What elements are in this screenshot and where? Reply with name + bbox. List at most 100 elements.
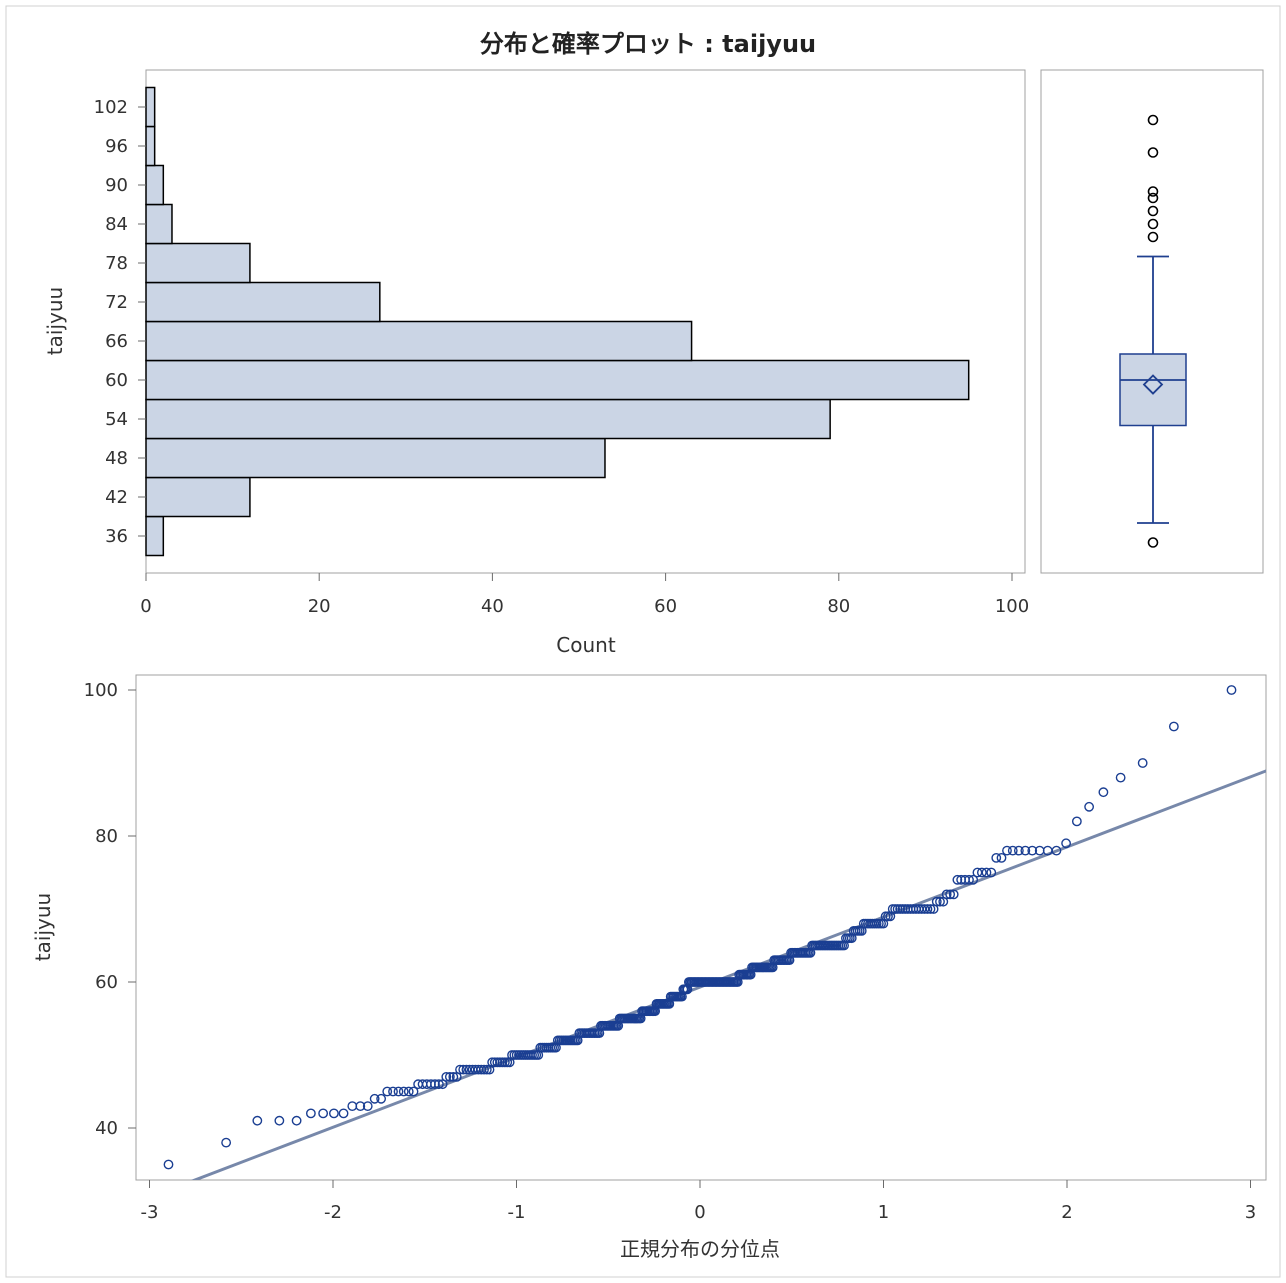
qq-point — [1007, 845, 1018, 856]
histogram-bar — [145, 86, 156, 128]
qq-point — [922, 904, 933, 914]
qq-point — [433, 1079, 444, 1090]
y-tick-label: 66 — [105, 331, 128, 352]
qq-point — [925, 904, 936, 914]
histogram-bar — [145, 164, 165, 206]
qq-point — [1168, 721, 1179, 732]
x-tick-label: 0 — [694, 1202, 705, 1223]
qq-point — [952, 874, 963, 885]
qq-point — [1115, 772, 1126, 783]
outlier-point — [1147, 147, 1159, 158]
outlier-point — [1147, 231, 1159, 243]
y-tick-label: 60 — [105, 370, 128, 391]
iqr-box — [1119, 353, 1187, 427]
qq-point — [1098, 787, 1109, 798]
qq-point — [458, 1064, 469, 1075]
qq-point — [964, 874, 974, 885]
qq-point — [935, 896, 945, 907]
histogram-bar — [145, 125, 156, 167]
histogram-bar — [145, 242, 251, 284]
qq-point — [968, 874, 979, 885]
qq-point — [318, 1108, 329, 1119]
qq-point — [369, 1093, 380, 1104]
y-tick-label: 42 — [105, 487, 128, 508]
outlier-point — [1147, 218, 1159, 230]
outlier-point — [1147, 114, 1159, 126]
qq-point — [403, 1086, 414, 1097]
x-tick-label: -1 — [508, 1202, 526, 1223]
y-tick-label: 72 — [105, 292, 128, 313]
y-tick-label: 102 — [94, 97, 128, 118]
qq-point — [338, 1108, 349, 1119]
qq-point — [976, 867, 987, 878]
x-tick-label: 60 — [654, 596, 677, 617]
x-tick-label: 20 — [308, 596, 331, 617]
outlier-point — [1147, 537, 1159, 548]
qq-point — [455, 1064, 465, 1075]
y-tick-label: 48 — [105, 448, 128, 469]
qq-point — [382, 1086, 393, 1097]
qq-point — [441, 1072, 452, 1082]
histogram-bar — [145, 398, 831, 440]
histogram-x-axis-label: Count — [556, 633, 616, 657]
x-tick-label: 2 — [1061, 1202, 1072, 1223]
qq-point — [1084, 801, 1095, 812]
qqplot-x-axis-label: 正規分布の分位点 — [620, 1237, 780, 1261]
qq-point — [489, 1057, 500, 1068]
qq-point — [479, 1064, 489, 1075]
histogram-y-axis-label: taijyuu — [43, 287, 67, 355]
qq-point — [1061, 838, 1071, 849]
qq-point — [355, 1101, 366, 1112]
qq-point — [305, 1108, 316, 1119]
x-tick-label: -2 — [324, 1202, 342, 1223]
histogram-bar — [145, 437, 606, 479]
y-tick-label: 80 — [95, 826, 118, 847]
y-tick-label: 78 — [105, 253, 128, 274]
histogram-bar — [145, 359, 970, 401]
qq-point — [986, 867, 997, 878]
y-tick-label: 60 — [95, 972, 118, 993]
x-tick-label: 100 — [995, 596, 1029, 617]
qq-point — [1002, 845, 1012, 856]
qq-point — [931, 896, 942, 907]
mean-marker — [1142, 374, 1164, 395]
y-tick-label: 90 — [105, 175, 128, 196]
qqplot-layer: -3 -2 -1 0 1 2 3 40 60 80 100 — [84, 680, 1266, 1223]
qq-point — [252, 1115, 263, 1126]
x-tick-label: -3 — [141, 1202, 159, 1223]
qq-point — [991, 853, 1002, 863]
qq-point — [839, 940, 849, 951]
qqplot-frame — [135, 674, 1267, 1181]
qq-point — [376, 1093, 387, 1104]
qq-point — [941, 889, 952, 900]
qq-point — [1226, 685, 1237, 695]
qq-point — [408, 1086, 419, 1097]
qq-point — [1051, 845, 1062, 856]
qq-point — [981, 867, 992, 878]
qq-point — [329, 1108, 339, 1119]
histogram-bar — [145, 515, 165, 557]
qq-point — [948, 889, 959, 900]
y-tick-label: 96 — [105, 136, 128, 157]
qq-point — [1137, 758, 1148, 768]
qq-point — [846, 933, 857, 944]
qq-point — [430, 1079, 440, 1090]
qq-point — [163, 1159, 174, 1170]
qq-point — [291, 1115, 302, 1126]
qq-point — [393, 1086, 404, 1097]
qq-point — [1027, 845, 1038, 856]
qqplot-y-axis-label: taijyuu — [31, 893, 55, 961]
histogram-bar — [145, 281, 381, 323]
boxplot-frame — [1040, 69, 1264, 574]
qq-point — [362, 1101, 373, 1112]
qq-point — [274, 1115, 285, 1126]
qq-point — [996, 853, 1007, 863]
histogram-bar — [145, 476, 251, 518]
qq-point — [492, 1057, 503, 1068]
qq-point — [444, 1072, 455, 1082]
y-tick-label: 36 — [105, 526, 128, 547]
outer-border — [5, 5, 1281, 1278]
y-tick-label: 54 — [105, 409, 128, 430]
qq-point — [1071, 816, 1082, 827]
